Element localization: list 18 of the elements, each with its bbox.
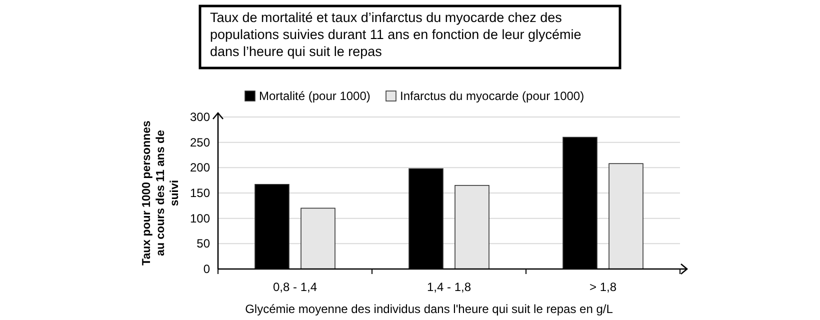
x-tick-label: > 1,8 [589,280,617,294]
bar [454,185,490,270]
y-tick-label: 250 [190,135,210,150]
y-axis-title: Taux pour 1000 personnes au cours des 11 ans de suivi [141,120,181,266]
y-tick-label: 300 [190,110,210,124]
bar [608,163,644,270]
y-tick-label: 100 [190,211,210,226]
legend-label: Infarctus du myocarde (pour 1000) [400,89,584,103]
x-tick-label: 0,8 - 1,4 [272,280,318,294]
chart-title: Taux de mortalité et taux d’infarctus du myocarde chez des populations suivies durant 11 ans en fonction de leur glycémie dans l’heure qui suit le repas [210,10,582,59]
legend-label: Mortalité (pour 1000) [259,89,370,103]
x-tick-label: 1,4 - 1,8 [426,280,472,294]
x-axis-title: Glycémie moyenne des individus dans l'heure qui suit le repas en g/L [245,302,614,316]
bar [300,208,336,270]
y-tick-label: 150 [190,186,210,200]
y-tick-label: 0 [203,262,210,276]
y-tick-label: 50 [196,236,210,251]
y-tick-label: 200 [190,160,210,175]
